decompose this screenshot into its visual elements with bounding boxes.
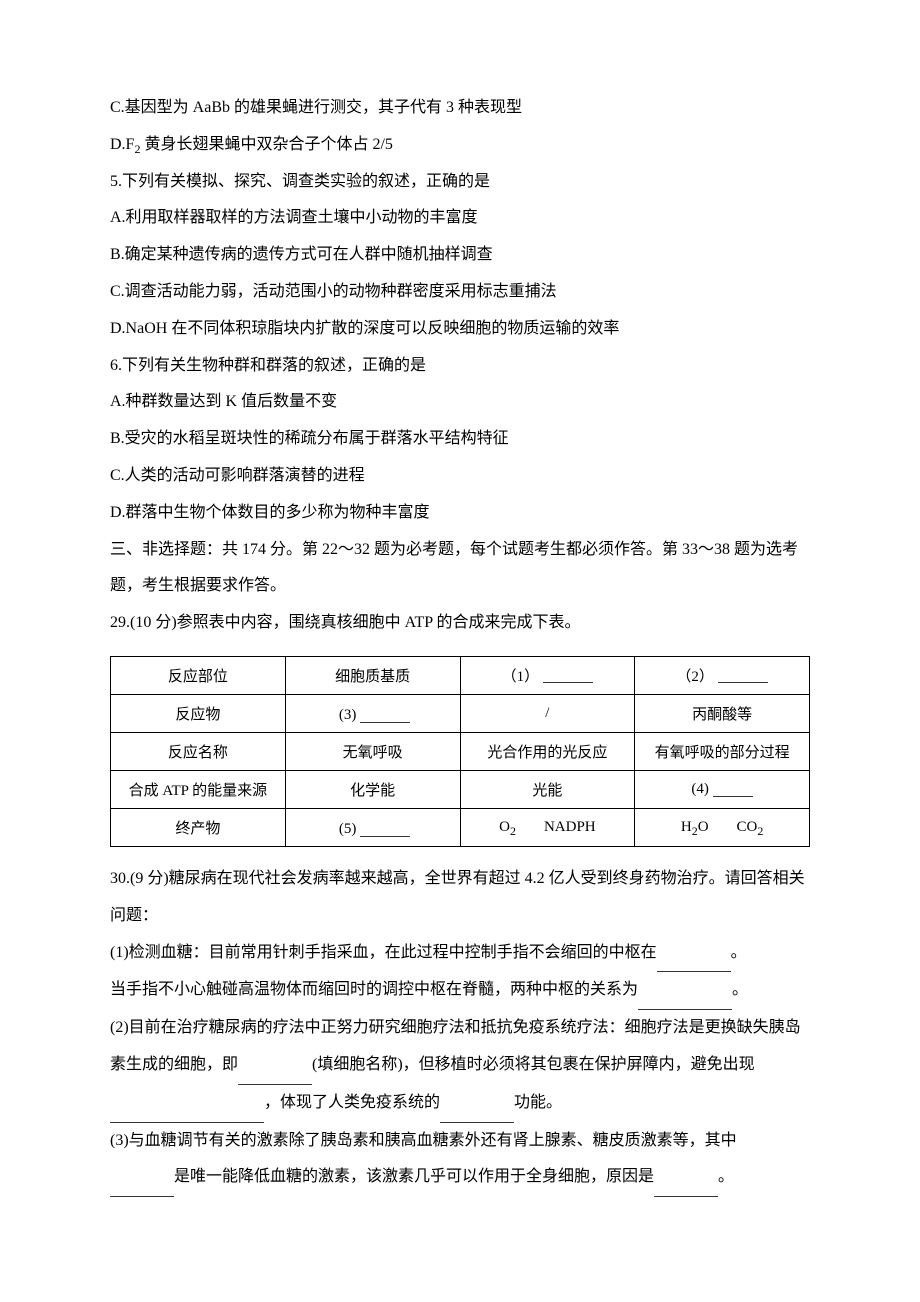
q5-stem: 5.下列有关模拟、探究、调查类实验的叙述，正确的是 (110, 164, 810, 201)
q30-p1a-end: 。 (731, 944, 747, 961)
subscript: 2 (510, 824, 516, 838)
cell-inner: (4) (691, 781, 753, 798)
table-cell: 无氧呼吸 (285, 732, 460, 770)
table-cell: （1） (460, 656, 635, 694)
q5-choice-d: D.NaOH 在不同体积琼脂块内扩散的深度可以反映细胞的物质运输的效率 (110, 311, 810, 348)
q30-p2: (2)目前在治疗糖尿病的疗法中正努力研究细胞疗法和抵抗免疫系统疗法：细胞疗法是更… (110, 1010, 810, 1122)
exam-page: C.基因型为 AaBb 的雄果蝇进行测交，其子代有 3 种表现型 D.F2 黄身… (0, 0, 920, 1302)
fill-blank[interactable] (657, 935, 731, 973)
q6-choice-b: B.受灾的水稻呈斑块性的稀疏分布属于群落水平结构特征 (110, 421, 810, 458)
fill-blank[interactable] (718, 667, 768, 683)
q5-choice-c: C.调查活动能力弱，活动范围小的动物种群密度采用标志重捕法 (110, 274, 810, 311)
table-cell: （2） (635, 656, 810, 694)
table-cell: 化学能 (285, 770, 460, 808)
q6-choice-d: D.群落中生物个体数目的多少称为物种丰富度 (110, 495, 810, 532)
table-cell: 反应名称 (111, 732, 286, 770)
q6-choice-c: C.人类的活动可影响群落演替的进程 (110, 458, 810, 495)
q30-p3a-text: (3)与血糖调节有关的激素除了胰岛素和胰高血糖素外还有肾上腺素、糖皮质激素等，其… (110, 1132, 737, 1149)
table-cell: (3) (285, 694, 460, 732)
q6-choice-a: A.种群数量达到 K 值后数量不变 (110, 384, 810, 421)
q30-p1b-end: 。 (732, 981, 748, 998)
blank-number: （1） (502, 665, 540, 686)
fill-blank[interactable] (110, 1085, 264, 1123)
q4d-post: 黄身长翅果蝇中双杂合子个体占 2/5 (140, 136, 392, 153)
table-cell: O2NADPH (460, 808, 635, 846)
fill-blank[interactable] (543, 667, 593, 683)
q30-p2d-text: 功能。 (514, 1094, 562, 1111)
q30-p2b-text: (填细胞名称)，但移植时必须将其包裹在保护屏障内，避免出现 (312, 1056, 755, 1073)
table-cell: 光合作用的光反应 (460, 732, 635, 770)
table-cell: 终产物 (111, 808, 286, 846)
cell-inner: （1） (502, 665, 594, 686)
blank-number: (4) (691, 781, 709, 798)
q29-table-body: 反应部位细胞质基质（1）（2）反应物(3)/丙酮酸等反应名称无氧呼吸光合作用的光… (111, 656, 810, 846)
fill-blank[interactable] (360, 707, 410, 723)
q30-p1a-text: (1)检测血糖：目前常用针刺手指采血，在此过程中控制手指不会缩回的中枢在 (110, 944, 657, 961)
q30-p3b-text: 是唯一能降低血糖的激素，该激素几乎可以作用于全身细胞，原因是 (174, 1168, 654, 1185)
table-row: 反应部位细胞质基质 （1） （2） (111, 656, 810, 694)
fill-blank[interactable] (110, 1159, 174, 1197)
fill-blank[interactable] (440, 1085, 514, 1123)
table-row: 终产物 (5) O2NADPH H2OCO2 (111, 808, 810, 846)
table-cell: / (460, 694, 635, 732)
q4-choice-c: C.基因型为 AaBb 的雄果蝇进行测交，其子代有 3 种表现型 (110, 90, 810, 127)
table-row: 反应名称无氧呼吸光合作用的光反应有氧呼吸的部分过程 (111, 732, 810, 770)
blank-number: (3) (339, 707, 357, 724)
q30-p1b-text: 当手指不小心触碰高温物体而缩回时的调控中枢在脊髓，两种中枢的关系为 (110, 981, 638, 998)
subscript: 2 (757, 824, 763, 838)
fill-blank[interactable] (713, 781, 753, 797)
section-heading: 三、非选择题：共 174 分。第 22～32 题为必考题，每个试题考生都必须作答… (110, 532, 810, 606)
q30-p3c-text: 。 (718, 1168, 734, 1185)
q4d-pre: D.F (110, 136, 134, 153)
table-cell: H2OCO2 (635, 808, 810, 846)
subscript: 2 (692, 824, 698, 838)
q29-table: 反应部位细胞质基质（1）（2）反应物(3)/丙酮酸等反应名称无氧呼吸光合作用的光… (110, 656, 810, 847)
q30-stem: 30.(9 分)糖尿病在现代社会发病率越来越高，全世界有超过 4.2 亿人受到终… (110, 861, 810, 935)
cell-inner: (5) (335, 821, 411, 838)
fill-blank[interactable] (360, 821, 410, 837)
blank-number: （2） (676, 665, 714, 686)
q6-stem: 6.下列有关生物种群和群落的叙述，正确的是 (110, 348, 810, 385)
fill-blank[interactable] (638, 972, 732, 1010)
table-row: 反应物 (3) /丙酮酸等 (111, 694, 810, 732)
table-row: 合成 ATP 的能量来源化学能光能 (4) (111, 770, 810, 808)
q5-choice-b: B.确定某种遗传病的遗传方式可在人群中随机抽样调查 (110, 237, 810, 274)
cell-inner: (3) (335, 707, 411, 724)
q30-p2c-text: ，体现了人类免疫系统的 (264, 1094, 440, 1111)
fill-blank[interactable] (238, 1047, 312, 1085)
table-cell: 细胞质基质 (285, 656, 460, 694)
chem-formula: O2NADPH (499, 819, 596, 836)
table-cell: 丙酮酸等 (635, 694, 810, 732)
cell-inner: （2） (676, 665, 768, 686)
table-cell: 有氧呼吸的部分过程 (635, 732, 810, 770)
table-cell: 反应部位 (111, 656, 286, 694)
table-cell: 反应物 (111, 694, 286, 732)
q30-p1a: (1)检测血糖：目前常用针刺手指采血，在此过程中控制手指不会缩回的中枢在 。 (110, 935, 810, 973)
q30-p1b: 当手指不小心触碰高温物体而缩回时的调控中枢在脊髓，两种中枢的关系为 。 (110, 972, 810, 1010)
q5-choice-a: A.利用取样器取样的方法调查土壤中小动物的丰富度 (110, 200, 810, 237)
table-cell: (4) (635, 770, 810, 808)
chem-formula: H2OCO2 (681, 819, 764, 836)
fill-blank[interactable] (654, 1159, 718, 1197)
table-cell: 合成 ATP 的能量来源 (111, 770, 286, 808)
q4-choice-d: D.F2 黄身长翅果蝇中双杂合子个体占 2/5 (110, 127, 810, 164)
q29-stem: 29.(10 分)参照表中内容，围绕真核细胞中 ATP 的合成来完成下表。 (110, 605, 810, 642)
blank-number: (5) (339, 821, 357, 838)
table-cell: (5) (285, 808, 460, 846)
q30-p3: (3)与血糖调节有关的激素除了胰岛素和胰高血糖素外还有肾上腺素、糖皮质激素等，其… (110, 1123, 810, 1198)
table-cell: 光能 (460, 770, 635, 808)
